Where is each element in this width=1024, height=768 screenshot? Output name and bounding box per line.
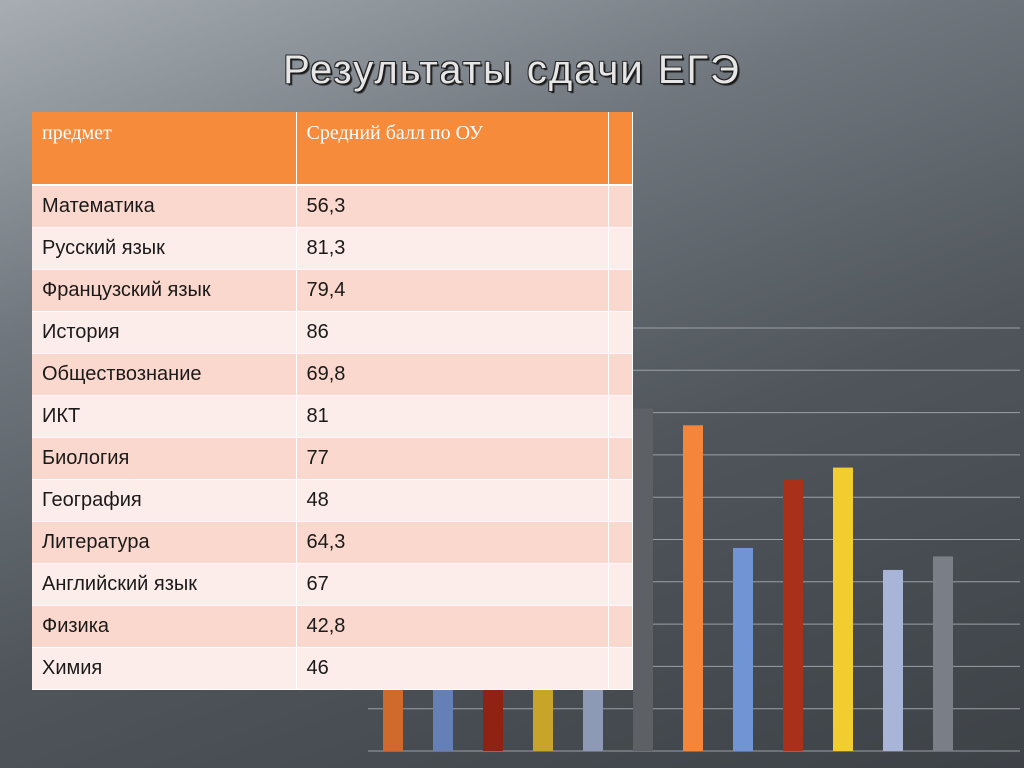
table-row: Химия 46 [32,647,633,690]
bar [933,556,953,751]
bar [733,547,753,751]
header-score: Средний балл по ОУ [296,112,609,186]
empty-cell [608,563,633,606]
empty-cell [608,521,633,564]
score-cell: 69,8 [296,353,609,396]
score-cell: 77 [296,437,609,480]
table-row: Математика 56,3 [32,185,633,228]
empty-cell [608,269,633,312]
bar [683,425,703,751]
subject-cell: Биология [32,437,297,480]
table-row: История 86 [32,311,633,354]
table-row: Литература 64,3 [32,521,633,564]
table-row: ИКТ 81 [32,395,633,438]
subject-cell: ИКТ [32,395,297,438]
subject-cell: Русский язык [32,227,297,270]
table-row: Французский язык 79,4 [32,269,633,312]
empty-cell [608,185,633,228]
score-cell: 81 [296,395,609,438]
header-subject: предмет [32,112,297,186]
empty-cell [608,605,633,648]
subject-cell: Французский язык [32,269,297,312]
empty-cell [608,395,633,438]
table-row: Английский язык 67 [32,563,633,606]
table-header-row: предмет Средний балл по ОУ [32,112,633,186]
score-cell: 48 [296,479,609,522]
score-cell: 86 [296,311,609,354]
score-cell: 56,3 [296,185,609,228]
score-cell: 46 [296,647,609,690]
header-empty [608,112,633,186]
score-cell: 67 [296,563,609,606]
subject-cell: Обществознание [32,353,297,396]
score-cell: 81,3 [296,227,609,270]
subject-cell: Математика [32,185,297,228]
empty-cell [608,479,633,522]
empty-cell [608,437,633,480]
empty-cell [608,311,633,354]
table-row: Обществознание 69,8 [32,353,633,396]
bar [833,467,853,751]
bar [883,569,903,751]
subject-cell: География [32,479,297,522]
subject-cell: История [32,311,297,354]
empty-cell [608,353,633,396]
bar [633,408,653,751]
table-row: Физика 42,8 [32,605,633,648]
bar [783,479,803,751]
subject-cell: Физика [32,605,297,648]
score-cell: 64,3 [296,521,609,564]
empty-cell [608,647,633,690]
subject-cell: Химия [32,647,297,690]
table-row: Русский язык 81,3 [32,227,633,270]
results-table: предмет Средний балл по ОУ Математика 56… [32,112,633,690]
table-row: География 48 [32,479,633,522]
slide-title: Результаты сдачи ЕГЭ [283,48,741,92]
empty-cell [608,227,633,270]
score-cell: 79,4 [296,269,609,312]
subject-cell: Литература [32,521,297,564]
score-cell: 42,8 [296,605,609,648]
subject-cell: Английский язык [32,563,297,606]
table-row: Биология 77 [32,437,633,480]
